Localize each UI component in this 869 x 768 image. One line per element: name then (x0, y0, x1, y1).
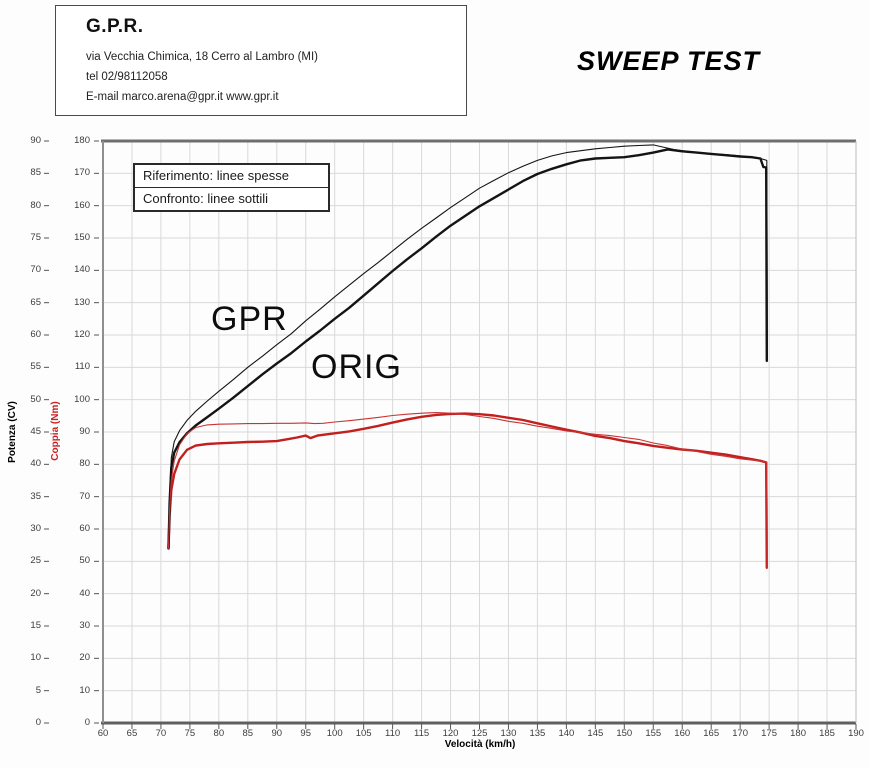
cvtick-label: 10 (30, 652, 41, 664)
xtick-label: 80 (213, 728, 225, 739)
nmtick-label: 160 (74, 199, 90, 211)
cvtick-label: 85 (30, 167, 41, 179)
company-name: G.P.R. (86, 16, 144, 37)
xtick-label: 110 (385, 728, 401, 739)
annotation-gpr: GPR (211, 300, 288, 338)
xtick-label: 95 (300, 728, 311, 739)
cvtick-label: 5 (35, 684, 41, 696)
company-address: via Vecchia Chimica, 18 Cerro al Lambro … (86, 51, 318, 63)
nmtick-label: 60 (79, 523, 90, 534)
legend-reference: Riferimento: linee spesse (135, 165, 328, 188)
nmtick-label: 70 (79, 490, 90, 502)
cvtick-label: 30 (30, 523, 41, 534)
xtick-label: 130 (500, 728, 517, 739)
company-info-box: G.P.R. via Vecchia Chimica, 18 Cerro al … (55, 5, 467, 116)
cvtick-label: 25 (30, 555, 41, 567)
annotation-orig: ORIG (311, 348, 402, 386)
cvtick-label: 80 (30, 199, 41, 211)
cvtick-label: 20 (30, 587, 41, 599)
xtick-label: 150 (616, 728, 633, 739)
xtick-label: 165 (703, 728, 720, 739)
cvtick-label: 65 (30, 296, 41, 308)
nmtick-label: 140 (74, 264, 90, 276)
xtick-label: 145 (587, 728, 604, 739)
x-axis-label-velocita: Velocità (km/h) (444, 739, 516, 750)
nmtick-label: 170 (74, 167, 90, 179)
xtick-label: 115 (413, 728, 430, 739)
legend-box: Riferimento: linee spesse Confronto: lin… (133, 163, 330, 212)
nmtick-label: 30 (79, 620, 90, 631)
xtick-label: 175 (761, 728, 778, 739)
nmtick-label: 130 (74, 296, 90, 308)
nmtick-label: 50 (79, 555, 90, 567)
xtick-label: 190 (848, 728, 864, 739)
nmtick-label: 20 (79, 652, 90, 664)
xtick-label: 65 (126, 728, 138, 739)
xtick-label: 185 (819, 728, 835, 739)
cvtick-label: 75 (30, 232, 41, 243)
cvtick-label: 0 (35, 717, 41, 728)
cvtick-label: 70 (30, 264, 41, 276)
xtick-label: 105 (355, 728, 372, 739)
nmtick-label: 150 (74, 232, 90, 243)
nmtick-label: 110 (74, 361, 90, 373)
xtick-label: 160 (674, 728, 691, 739)
cvtick-label: 45 (30, 426, 41, 437)
chart-title: SWEEP TEST (577, 46, 761, 76)
xtick-label: 60 (97, 728, 109, 739)
xtick-label: 70 (155, 728, 167, 739)
company-phone: tel 02/98112058 (86, 71, 168, 83)
cvtick-label: 40 (30, 458, 41, 470)
cvtick-label: 55 (30, 361, 41, 373)
nmtick-label: 120 (74, 329, 90, 340)
xtick-label: 170 (732, 728, 749, 739)
nmtick-label: 10 (79, 684, 90, 696)
xtick-label: 180 (790, 728, 806, 739)
xtick-label: 100 (326, 728, 343, 739)
cvtick-label: 90 (30, 135, 41, 146)
legend-comparison: Confronto: linee sottili (143, 191, 269, 206)
nmtick-label: 0 (84, 717, 90, 728)
xtick-label: 120 (442, 728, 459, 739)
nmtick-label: 80 (79, 458, 90, 470)
company-email-web: E-mail marco.arena@gpr.it www.gpr.it (86, 91, 279, 103)
cvtick-label: 15 (30, 620, 41, 631)
xtick-label: 85 (242, 728, 254, 739)
xtick-label: 155 (645, 728, 662, 739)
nmtick-label: 100 (74, 393, 90, 405)
nmtick-label: 90 (79, 426, 90, 437)
cvtick-label: 60 (30, 329, 41, 340)
xtick-label: 125 (471, 728, 488, 739)
cvtick-label: 50 (30, 393, 41, 405)
nmtick-label: 40 (79, 587, 90, 599)
xtick-label: 135 (529, 728, 546, 739)
xtick-label: 90 (271, 728, 283, 739)
nmtick-label: 180 (74, 135, 90, 146)
xtick-label: 140 (558, 728, 575, 739)
xtick-label: 75 (184, 728, 196, 739)
cvtick-label: 35 (30, 490, 41, 502)
